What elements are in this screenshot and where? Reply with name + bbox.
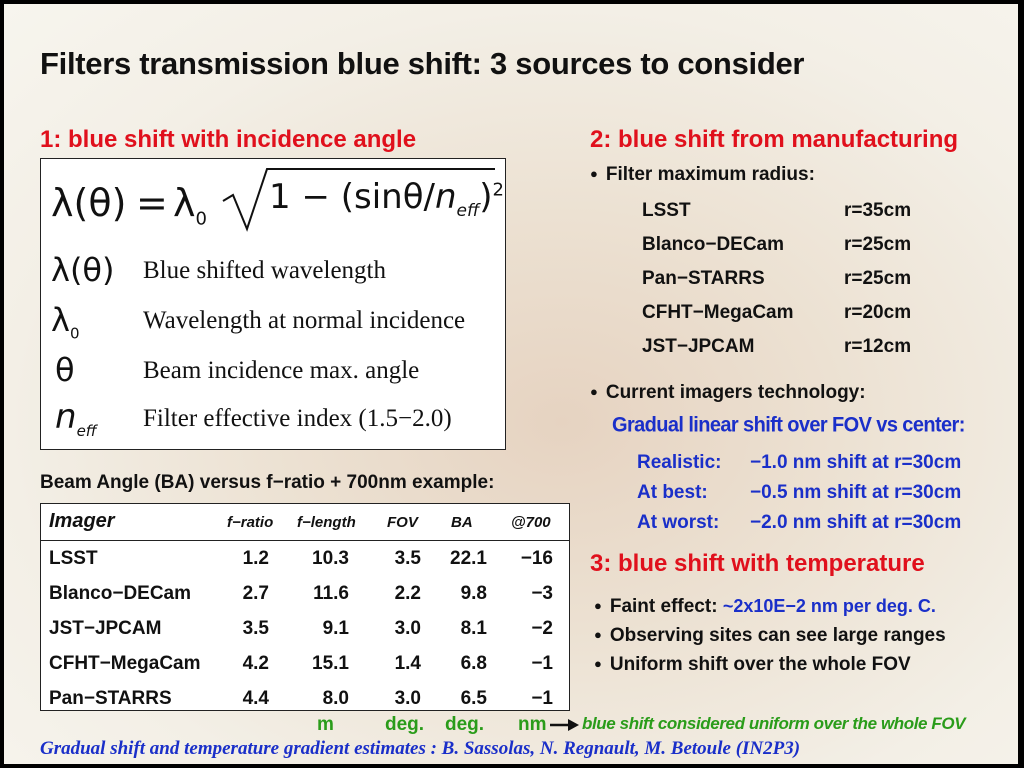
table-cell-value: −3 [531, 583, 553, 604]
table-cell-imager: Pan−STARRS [49, 688, 172, 709]
def-symbol-theta: θ [55, 351, 75, 389]
table-cell-value: 1.4 [394, 653, 421, 674]
section2-bullet-tech: ● Current imagers technology: [590, 382, 866, 403]
arrow-right-icon [550, 719, 579, 731]
unit-flength: m [317, 714, 334, 735]
table-header-at700: @700 [511, 514, 551, 531]
section2-heading: 2: blue shift from manufacturing [590, 126, 959, 153]
case-label: At worst: [637, 512, 720, 533]
formula-equals: = [136, 181, 168, 225]
table-cell-value: 11.6 [313, 583, 349, 604]
radius-value: r=25cm [844, 234, 912, 255]
case-label: At best: [637, 482, 708, 503]
table-cell-value: 2.7 [242, 583, 269, 604]
table-cell-value: 1.2 [242, 548, 269, 569]
table-cell-value: 10.3 [312, 548, 349, 569]
table-cell-value: 3.5 [394, 548, 421, 569]
def-text-theta: Beam incidence max. angle [143, 357, 420, 384]
bullet-icon: ● [590, 166, 598, 181]
def-text-lambda0: Wavelength at normal incidence [143, 307, 466, 334]
sqrt-sign-icon [222, 168, 495, 232]
bullet-icon: ● [594, 627, 602, 642]
table-cell-value: −2 [531, 618, 553, 639]
footer-credits: Gradual shift and temperature gradient e… [40, 738, 801, 759]
radius-imager-name: CFHT−MegaCam [642, 302, 794, 323]
slide: Filters transmission blue shift: 3 sourc… [4, 4, 1018, 764]
def-symbol-lambda0: λ0 [51, 301, 80, 343]
section3-bullet-uniform: ● Uniform shift over the whole FOV [594, 654, 911, 675]
table-cell-value: 4.2 [242, 653, 269, 674]
case-value: −0.5 nm shift at r=30cm [750, 482, 962, 503]
table-header-fov: FOV [387, 514, 418, 531]
table-cell-value: 9.8 [460, 583, 487, 604]
table-cell-imager: LSST [49, 548, 98, 569]
table-cell-imager: CFHT−MegaCam [49, 653, 201, 674]
table-header-flength: f−length [297, 514, 356, 531]
formula-lambda0: λ0 [173, 181, 207, 230]
table-cell-value: −16 [520, 548, 553, 569]
def-symbol-lambda-theta: λ(θ) [51, 251, 115, 289]
def-text-neff: Filter effective index (1.5−2.0) [143, 405, 452, 432]
table-cell-value: 8.1 [460, 618, 487, 639]
section3-bullet-sites: ● Observing sites can see large ranges [594, 625, 946, 646]
bullet-icon: ● [594, 598, 602, 613]
table-cell-value: −1 [531, 688, 553, 709]
radius-imager-name: JST−JPCAM [642, 336, 755, 357]
case-value: −1.0 nm shift at r=30cm [750, 452, 962, 473]
table-cell-value: 22.1 [450, 548, 487, 569]
section3-bullet-faint: ● Faint effect: ~2x10E−2 nm per deg. C. [594, 596, 936, 617]
radius-value: r=20cm [844, 302, 912, 323]
table-cell-value: 3.0 [394, 688, 421, 709]
radius-imager-name: Pan−STARRS [642, 268, 765, 289]
formula-box: λ(θ) = λ0 1 − (sinθ/neff)2 λ(θ) Blue shi… [40, 158, 506, 450]
radius-imager-name: Blanco−DECam [642, 234, 785, 255]
def-symbol-neff: neff [55, 397, 97, 440]
table-header-ba: BA [451, 514, 473, 531]
def-text-lambda-theta: Blue shifted wavelength [143, 257, 386, 284]
section1-heading: 1: blue shift with incidence angle [40, 126, 417, 153]
table-cell-value: 3.5 [242, 618, 269, 639]
radius-value: r=12cm [844, 336, 912, 357]
uniform-note: blue shift considered uniform over the w… [582, 714, 966, 733]
slide-title: Filters transmission blue shift: 3 sourc… [40, 46, 805, 81]
unit-at700: nm [518, 714, 547, 735]
ba-table: Imager f−ratio f−length FOV BA @700 LSST… [40, 503, 570, 711]
formula-radicand: 1 − (sinθ/neff)2 [269, 177, 504, 221]
bullet-icon: ● [594, 656, 602, 671]
table-cell-imager: JST−JPCAM [49, 618, 162, 639]
table-cell-value: 3.0 [394, 618, 421, 639]
table-cell-value: 8.0 [322, 688, 349, 709]
unit-fov: deg. [385, 714, 425, 735]
formula-lhs: λ(θ) [51, 181, 127, 225]
radius-value: r=25cm [844, 268, 912, 289]
radius-value: r=35cm [844, 200, 912, 221]
table-header-divider [41, 540, 569, 541]
section2-bullet-radius: ● Filter maximum radius: [590, 164, 815, 185]
radius-imager-name: LSST [642, 200, 691, 221]
table-cell-imager: Blanco−DECam [49, 583, 192, 604]
bullet-icon: ● [590, 384, 598, 399]
table-header-fratio: f−ratio [227, 514, 274, 531]
gradual-shift-label: Gradual linear shift over FOV vs center: [612, 413, 965, 437]
case-value: −2.0 nm shift at r=30cm [750, 512, 962, 533]
table-cell-value: 6.8 [460, 653, 487, 674]
table-cell-value: 4.4 [242, 688, 269, 709]
case-label: Realistic: [637, 452, 722, 473]
table-cell-value: 2.2 [394, 583, 421, 604]
section3-heading: 3: blue shift with temperature [590, 550, 925, 577]
table-cell-value: 6.5 [460, 688, 487, 709]
unit-ba: deg. [445, 714, 485, 735]
table-caption: Beam Angle (BA) versus f−ratio + 700nm e… [40, 472, 495, 493]
table-cell-value: 15.1 [312, 653, 349, 674]
table-header-imager: Imager [49, 510, 115, 532]
table-cell-value: 9.1 [322, 618, 349, 639]
table-cell-value: −1 [531, 653, 553, 674]
